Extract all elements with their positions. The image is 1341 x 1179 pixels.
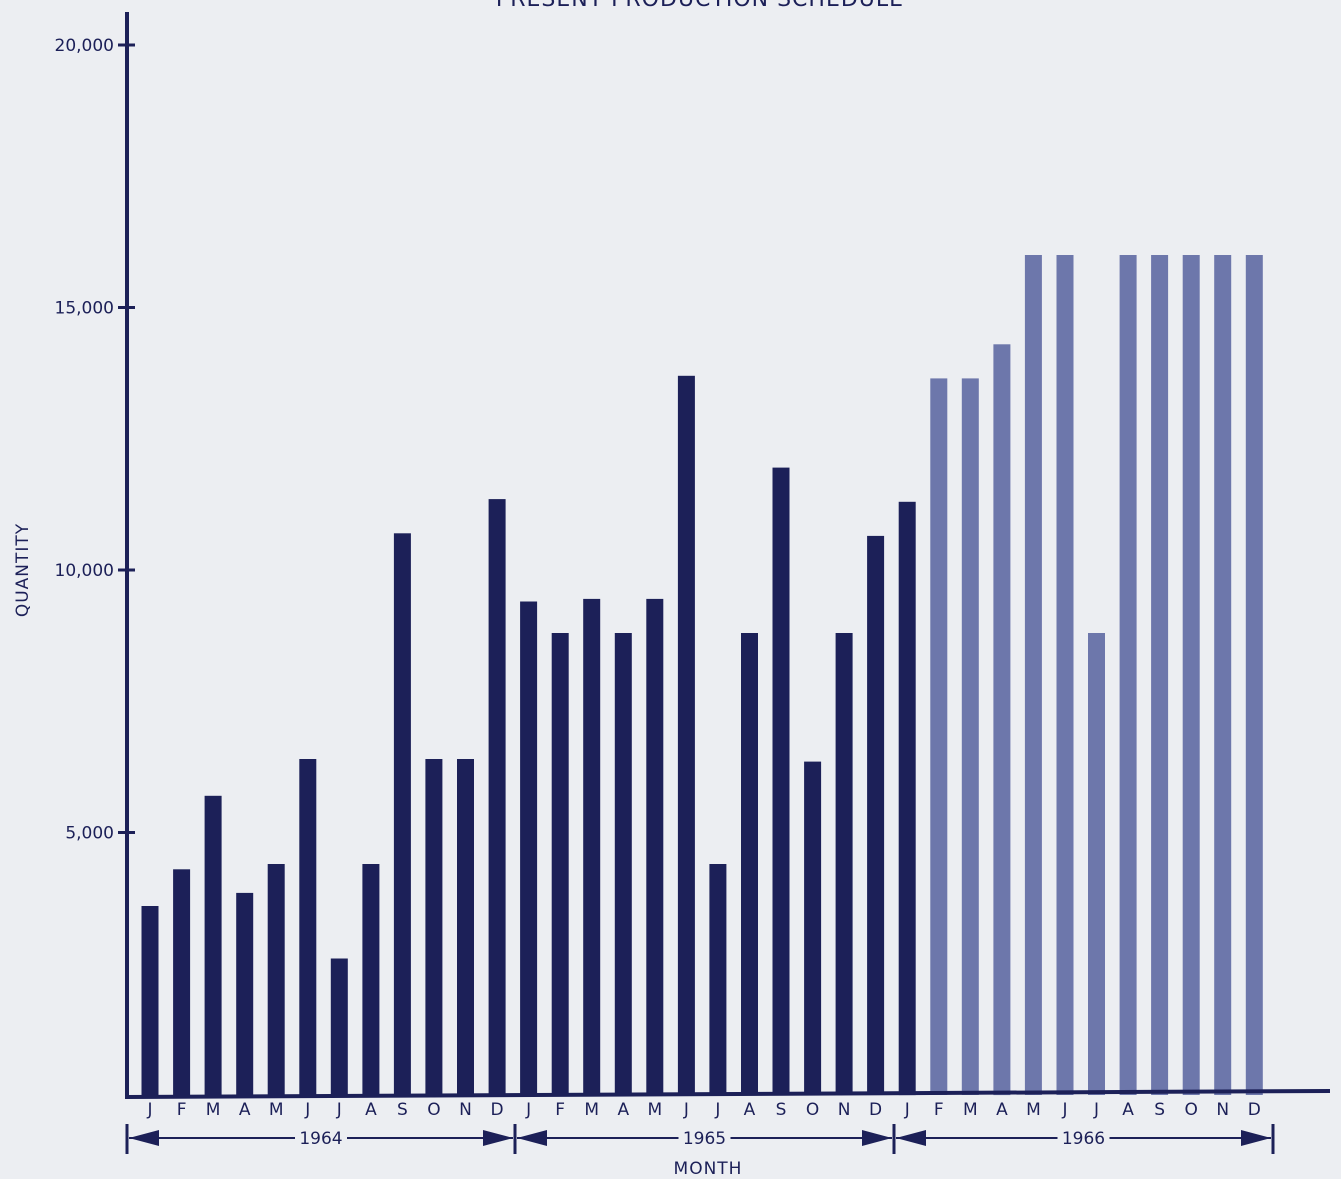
month-label: J <box>304 1100 310 1120</box>
bar <box>835 633 853 1095</box>
month-label: J <box>1093 1100 1099 1120</box>
chart-title: PRESENT PRODUCTION SCHEDULE <box>496 0 904 12</box>
month-label: A <box>744 1100 756 1120</box>
month-label: A <box>1122 1100 1134 1120</box>
arrow-left-icon <box>517 1130 547 1146</box>
month-label: A <box>239 1100 251 1120</box>
bar <box>804 761 822 1095</box>
bar <box>425 759 443 1095</box>
month-label: F <box>555 1100 565 1120</box>
bar <box>898 501 916 1096</box>
bar <box>393 533 411 1096</box>
axes-group: 5,000 10,000 15,000 20,000 <box>55 12 1331 1099</box>
month-label: J <box>336 1100 342 1120</box>
month-label: O <box>427 1100 440 1120</box>
bar <box>141 906 159 1095</box>
arrow-left-icon <box>896 1130 926 1146</box>
arrow-right-icon <box>862 1130 892 1146</box>
bar <box>709 864 727 1095</box>
month-label: O <box>1185 1100 1198 1120</box>
bar <box>677 375 695 1096</box>
arrow-left-icon <box>129 1130 159 1146</box>
bar <box>488 499 506 1096</box>
bar <box>520 601 538 1095</box>
month-label: N <box>838 1100 851 1120</box>
bar <box>236 892 254 1095</box>
x-axis-title: MONTH <box>674 1159 743 1179</box>
bar <box>267 864 285 1095</box>
month-label: M <box>647 1100 662 1120</box>
month-label: M <box>584 1100 599 1120</box>
y-tick-label: 10,000 <box>55 561 114 581</box>
bar <box>646 598 664 1095</box>
bar <box>583 598 601 1095</box>
month-label: M <box>1026 1100 1041 1120</box>
y-tick-label: 15,000 <box>55 299 114 319</box>
month-label: N <box>1216 1100 1229 1120</box>
bar <box>551 633 569 1095</box>
month-label: D <box>1248 1100 1261 1120</box>
month-label: S <box>397 1100 408 1120</box>
arrow-right-icon <box>483 1130 513 1146</box>
bar <box>1024 255 1042 1095</box>
bar <box>993 344 1011 1096</box>
month-label: M <box>206 1100 221 1120</box>
bar <box>1119 255 1137 1095</box>
arrow-right-icon <box>1241 1130 1271 1146</box>
month-label: F <box>934 1100 944 1120</box>
y-axis-title: QUANTITY <box>13 523 33 617</box>
year-spans: 1964 1965 1966 <box>125 1124 1275 1154</box>
y-tick-label: 20,000 <box>55 36 114 56</box>
bar <box>1182 255 1200 1095</box>
month-label: A <box>365 1100 377 1120</box>
month-label: J <box>1061 1100 1067 1120</box>
bar <box>614 633 632 1095</box>
bar <box>204 795 222 1096</box>
bar <box>362 864 380 1095</box>
month-label: A <box>996 1100 1008 1120</box>
y-tick-label: 5,000 <box>65 824 114 844</box>
month-label: N <box>459 1100 472 1120</box>
month-label: J <box>683 1100 689 1120</box>
bars-group <box>141 255 1263 1096</box>
bar <box>1056 255 1074 1095</box>
year-label: 1965 <box>683 1129 726 1149</box>
year-label: 1964 <box>299 1129 342 1149</box>
bar <box>330 958 348 1095</box>
bar <box>1214 255 1232 1095</box>
month-label: A <box>617 1100 629 1120</box>
year-label: 1966 <box>1062 1129 1105 1149</box>
month-label: M <box>963 1100 978 1120</box>
month-label: S <box>1154 1100 1165 1120</box>
month-label: D <box>491 1100 504 1120</box>
month-label: J <box>146 1100 152 1120</box>
month-label: D <box>869 1100 882 1120</box>
month-label: J <box>714 1100 720 1120</box>
month-label: S <box>776 1100 787 1120</box>
bar <box>1245 255 1263 1095</box>
bar <box>772 467 790 1096</box>
month-label: M <box>269 1100 284 1120</box>
bar <box>299 759 317 1095</box>
bar <box>457 759 474 1095</box>
bar <box>961 378 979 1095</box>
month-label: J <box>525 1100 531 1120</box>
month-label: J <box>904 1100 910 1120</box>
x-axis-line <box>124 1089 1331 1099</box>
bar <box>1088 633 1105 1095</box>
bar <box>741 633 758 1095</box>
bar <box>173 869 191 1096</box>
month-label: O <box>806 1100 819 1120</box>
bar <box>1151 255 1169 1095</box>
bar <box>867 535 885 1095</box>
bar <box>930 378 948 1095</box>
month-label: F <box>177 1100 187 1120</box>
